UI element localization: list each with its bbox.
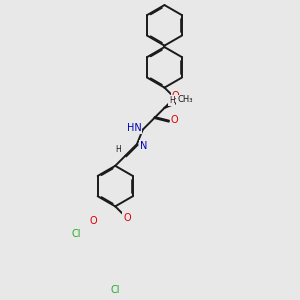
Text: CH₃: CH₃ bbox=[177, 95, 193, 104]
Text: O: O bbox=[172, 91, 179, 101]
Text: O: O bbox=[171, 115, 178, 125]
Text: O: O bbox=[123, 213, 130, 223]
Text: Cl: Cl bbox=[71, 229, 81, 239]
Text: H: H bbox=[169, 96, 175, 105]
Text: H: H bbox=[115, 146, 121, 154]
Text: HN: HN bbox=[127, 123, 141, 133]
Text: Cl: Cl bbox=[110, 285, 120, 296]
Text: N: N bbox=[140, 140, 147, 151]
Text: O: O bbox=[90, 216, 97, 226]
